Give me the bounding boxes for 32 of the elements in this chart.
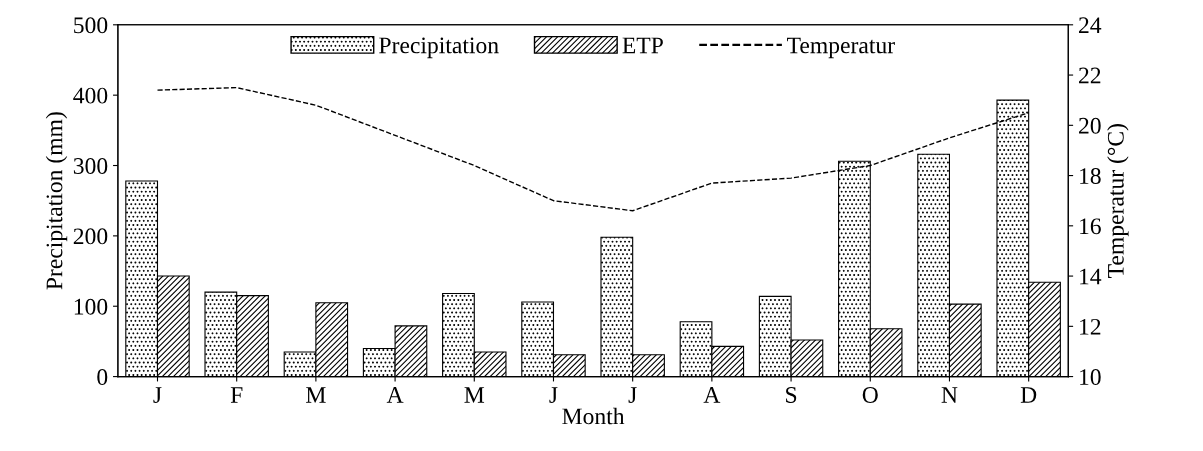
- y-tick-label: 500: [74, 17, 108, 34]
- legend-label: Precipitation: [379, 37, 499, 59]
- y-tick-label: 300: [73, 158, 108, 174]
- y2-tick-label: 20: [1079, 117, 1101, 134]
- x-tick-label: N: [941, 387, 958, 403]
- x-tick-label: M: [306, 387, 326, 403]
- x-tick-label: J: [549, 387, 558, 403]
- x-tick-label: A: [703, 387, 721, 403]
- y-tick-label: 0: [97, 369, 108, 386]
- y-tick-label: 400: [73, 87, 108, 104]
- x-tick-label: S: [786, 387, 797, 403]
- y2-tick-label: 16: [1080, 218, 1101, 235]
- x-tick-label: M: [464, 387, 485, 403]
- y2-tick-label: 14: [1080, 268, 1102, 285]
- y-tick-label: 100: [74, 298, 108, 315]
- y-tick-label: 200: [73, 228, 108, 245]
- x-tick-label: J: [153, 387, 162, 403]
- x-tick-label: O: [862, 387, 878, 403]
- x-tick-label: D: [1020, 387, 1037, 403]
- y-axis-title: Precipitation (mm): [45, 112, 68, 290]
- y2-tick-label: 10: [1080, 369, 1101, 386]
- x-tick-label: F: [230, 387, 243, 403]
- x-axis-title: Month: [562, 407, 625, 425]
- y2-axis-title: Temperatur (°C): [1107, 124, 1129, 278]
- y2-tick-label: 12: [1080, 318, 1101, 335]
- y2-tick-label: 18: [1080, 168, 1101, 184]
- y2-tick-label: 22: [1079, 67, 1101, 84]
- legend-label: Temperatur: [787, 37, 895, 59]
- y2-tick-label: 24: [1079, 17, 1102, 33]
- legend-label: ETP: [622, 37, 663, 54]
- x-tick-label: J: [628, 387, 637, 403]
- x-tick-label: A: [386, 387, 404, 403]
